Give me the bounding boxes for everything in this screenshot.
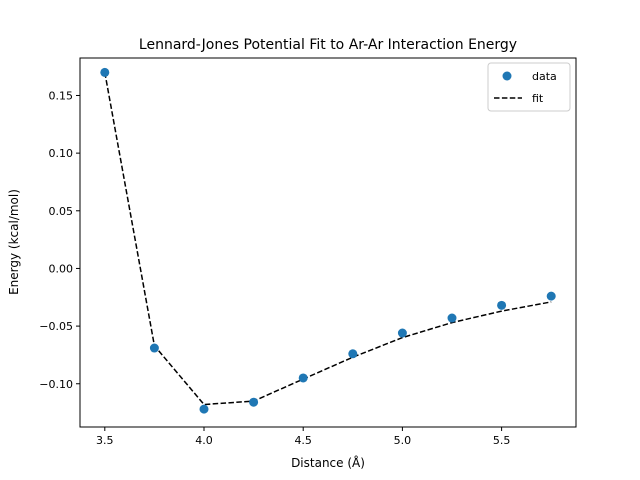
data-point (149, 343, 159, 353)
data-point (497, 300, 507, 310)
x-tick-label: 4.5 (294, 434, 312, 447)
x-tick-label: 3.5 (96, 434, 114, 447)
y-tick-label: 0.00 (49, 262, 74, 275)
data-point (199, 404, 209, 414)
fit-line (104, 72, 552, 406)
x-axis: 3.5 4.0 4.5 5.0 5.5 (96, 427, 510, 447)
y-tick-label: 0.10 (49, 147, 74, 160)
y-tick-label: 0.05 (49, 205, 74, 218)
data-point (100, 67, 110, 77)
legend: data fit (487, 62, 571, 112)
legend-data-marker (502, 71, 512, 81)
data-point (546, 291, 556, 301)
y-tick-label: 0.15 (49, 89, 74, 102)
x-tick-label: 4.0 (195, 434, 213, 447)
data-point (348, 349, 358, 359)
legend-fit-label: fit (532, 92, 544, 105)
data-point (249, 397, 259, 407)
x-tick-label: 5.5 (493, 434, 511, 447)
x-tick-label: 5.0 (394, 434, 412, 447)
y-tick-label: −0.10 (39, 378, 73, 391)
legend-data-label: data (532, 70, 557, 83)
y-tick-label: −0.05 (39, 320, 73, 333)
x-axis-label: Distance (Å) (291, 455, 365, 470)
legend-box (487, 62, 571, 112)
plot-area (100, 67, 556, 414)
y-axis: −0.10 −0.05 0.00 0.05 0.10 0.15 (39, 89, 80, 391)
y-axis-label: Energy (kcal/mol) (7, 189, 21, 295)
data-point (397, 328, 407, 338)
chart-title: Lennard-Jones Potential Fit to Ar-Ar Int… (139, 37, 517, 53)
data-point (447, 313, 457, 323)
data-point (298, 373, 308, 383)
axes-frame (79, 57, 577, 428)
